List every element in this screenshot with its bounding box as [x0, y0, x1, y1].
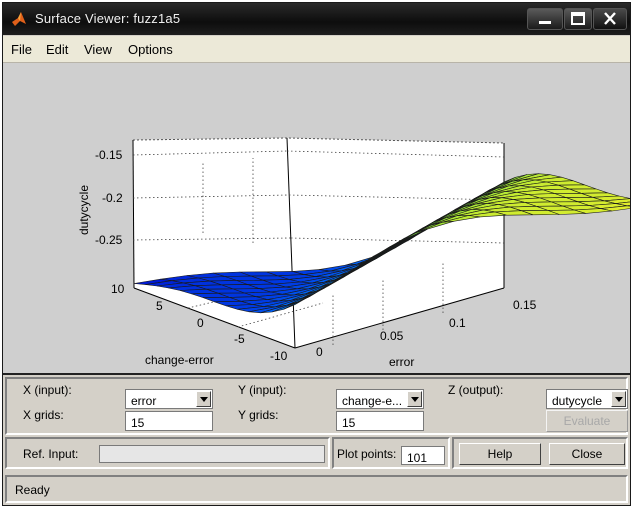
z-tick-label: -0.2: [102, 191, 123, 205]
y-input-value: change-e...: [342, 394, 403, 408]
close-window-button[interactable]: [593, 8, 627, 30]
status-text: Ready: [15, 483, 50, 497]
surface-cell: [283, 289, 322, 310]
x-axis-label: error: [389, 355, 414, 369]
z-output-value: dutycycle: [552, 394, 603, 408]
plot-points-input[interactable]: 101: [401, 446, 445, 465]
maximize-icon: [571, 12, 585, 25]
minimize-button[interactable]: [527, 8, 563, 30]
menu-file[interactable]: File: [11, 42, 32, 57]
chevron-down-icon[interactable]: [196, 391, 211, 407]
z-tick-label: -0.15: [95, 148, 123, 162]
z-output-dropdown[interactable]: dutycycle: [546, 389, 628, 409]
variables-panel: [5, 377, 628, 435]
x-grids-input[interactable]: 15: [125, 411, 213, 431]
y-grids-label: Y grids:: [238, 408, 279, 422]
surface-plot[interactable]: -0.15 -0.2 -0.25 10 5 0 -5 -10 0 0.05 0.…: [3, 63, 630, 373]
x-input-value: error: [131, 394, 157, 408]
menu-edit[interactable]: Edit: [46, 42, 69, 57]
menu-options[interactable]: Options: [128, 42, 173, 57]
y-tick-label: 5: [156, 299, 163, 313]
chevron-down-icon[interactable]: [407, 391, 422, 407]
z-axis-label: dutycycle: [77, 185, 91, 235]
evaluate-button[interactable]: Evaluate: [546, 410, 628, 432]
y-axis-label: change-error: [145, 353, 214, 367]
surface-plot-area[interactable]: -0.15 -0.2 -0.25 10 5 0 -5 -10 0 0.05 0.…: [3, 63, 630, 373]
ref-input-field[interactable]: [99, 445, 325, 463]
y-grids-input[interactable]: 15: [336, 411, 424, 431]
x-tick-label: 0.05: [380, 329, 404, 343]
control-panel: X (input): error Y (input): change-e... …: [3, 373, 630, 505]
plot-points-label: Plot points:: [337, 447, 397, 461]
x-tick-label: 0: [316, 345, 323, 359]
x-input-label: X (input):: [23, 383, 72, 397]
ref-input-panel: [5, 437, 330, 469]
surface-mesh: [133, 173, 630, 314]
plot-points-value: 101: [407, 451, 428, 465]
maximize-button[interactable]: [564, 8, 592, 30]
x-input-dropdown[interactable]: error: [125, 389, 213, 409]
matlab-logo-icon: [12, 12, 26, 26]
y-tick-label: 0: [197, 316, 204, 330]
help-button[interactable]: Help: [459, 443, 541, 465]
plot-points-panel: [332, 437, 450, 469]
menu-view[interactable]: View: [84, 42, 112, 57]
y-input-label: Y (input):: [238, 383, 287, 397]
close-button[interactable]: Close: [549, 443, 625, 465]
y-tick-label: -10: [270, 349, 288, 363]
x-tick-label: 0.15: [513, 298, 537, 312]
x-grids-value: 15: [131, 416, 145, 430]
x-tick-label: 0.1: [449, 316, 466, 330]
z-tick-label: -0.25: [95, 233, 123, 247]
status-bar: Ready: [5, 475, 628, 503]
title-bar[interactable]: Surface Viewer: fuzz1a5: [3, 3, 630, 35]
z-output-label: Z (output):: [448, 383, 504, 397]
x-grids-label: X grids:: [23, 408, 64, 422]
y-input-dropdown[interactable]: change-e...: [336, 389, 424, 409]
ref-input-label: Ref. Input:: [23, 447, 79, 461]
chevron-down-icon[interactable]: [611, 391, 626, 407]
close-icon: [604, 12, 616, 25]
minimize-icon: [539, 21, 551, 24]
button-panel: [452, 437, 628, 469]
y-tick-label: -5: [234, 332, 245, 346]
menu-bar: File Edit View Options: [3, 36, 630, 63]
y-grids-value: 15: [342, 416, 356, 430]
y-tick-label: 10: [111, 282, 125, 296]
window-title: Surface Viewer: fuzz1a5: [35, 11, 181, 26]
